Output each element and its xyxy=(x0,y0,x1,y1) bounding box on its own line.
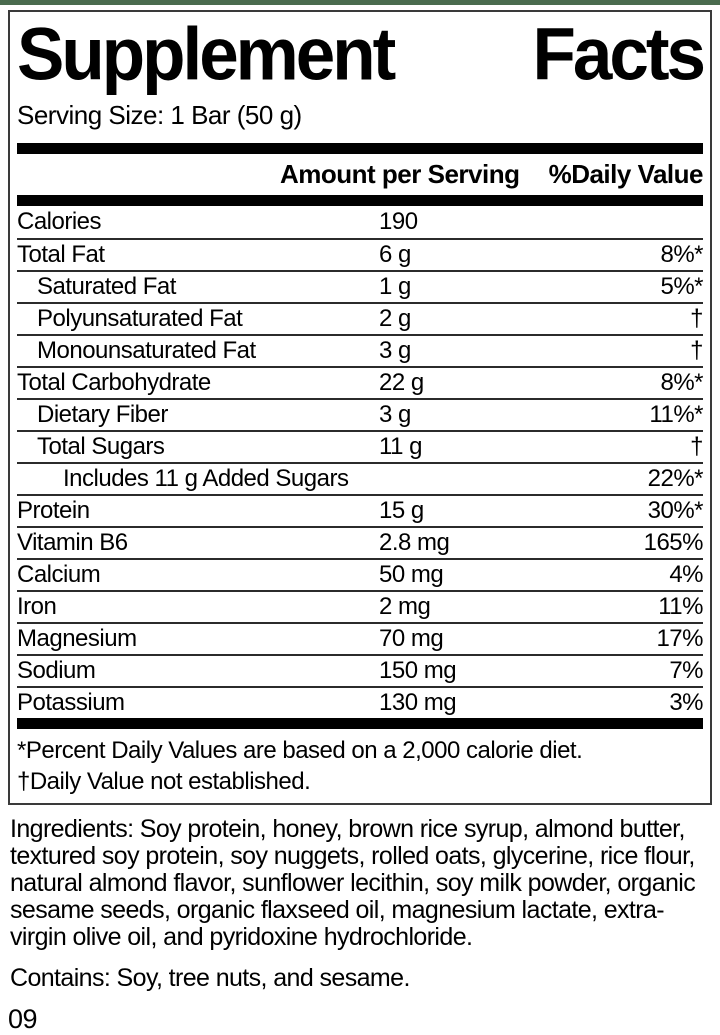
amount-per-serving-header: Amount per Serving xyxy=(280,159,520,190)
table-row: Dietary Fiber 3 g 11%* xyxy=(17,398,703,430)
row-amount: 70 mg xyxy=(379,625,444,653)
row-amount: 1 g xyxy=(379,273,411,301)
row-amount: 3 g xyxy=(379,337,411,365)
table-row: Potassium 130 mg 3% xyxy=(17,686,703,718)
footnote-dagger: †Daily Value not established. xyxy=(17,768,311,796)
divider-bar-bottom xyxy=(17,718,703,730)
row-daily-value: † xyxy=(690,305,703,333)
row-amount: 11 g xyxy=(379,433,422,461)
row-daily-value: † xyxy=(690,433,703,461)
supplement-facts-panel: Supplement Facts Serving Size: 1 Bar (50… xyxy=(8,10,712,806)
row-name: Total Sugars xyxy=(37,433,165,461)
row-amount: 22 g xyxy=(379,369,424,397)
row-name: Magnesium xyxy=(17,625,137,653)
row-daily-value: † xyxy=(690,337,703,365)
row-name: Iron xyxy=(17,593,57,621)
row-name: Includes 11 g Added Sugars xyxy=(63,465,349,493)
table-row: Vitamin B6 2.8 mg 165% xyxy=(17,526,704,558)
row-name: Dietary Fiber xyxy=(37,401,168,429)
row-amount: 2 g xyxy=(379,305,411,333)
row-name: Calcium xyxy=(17,561,101,589)
row-amount: 130 mg xyxy=(379,689,457,717)
panel-title: Supplement Facts xyxy=(15,12,706,97)
table-row: Iron 2 mg 11% xyxy=(17,590,703,622)
row-amount: 50 mg xyxy=(379,561,444,589)
row-name: Potassium xyxy=(17,689,125,717)
table-row: Sodium 150 mg 7% xyxy=(17,654,703,686)
row-name: Total Carbohydrate xyxy=(17,369,211,397)
row-name: Polyunsaturated Fat xyxy=(37,305,243,333)
row-daily-value: 7% xyxy=(669,657,703,685)
row-daily-value: 8%* xyxy=(660,369,703,397)
row-name: Total Fat xyxy=(17,241,105,269)
row-name: Saturated Fat xyxy=(37,273,176,301)
table-row: Monounsaturated Fat 3 g † xyxy=(17,334,703,366)
table-row: Includes 11 g Added Sugars 22%* xyxy=(17,462,704,494)
table-row: Magnesium 70 mg 17% xyxy=(17,622,703,654)
table-row: Calories 190 xyxy=(17,206,703,238)
row-amount: 2 mg xyxy=(379,593,431,621)
row-daily-value: 5%* xyxy=(660,273,703,301)
row-name: Calories xyxy=(17,208,102,236)
facts-rows: Calories 190 Total Fat 6 g 8%* Saturated Fat 1… xyxy=(15,206,705,718)
row-name: Sodium xyxy=(17,657,96,685)
allergen-contains-text: Contains: Soy, tree nuts, and sesame. xyxy=(10,964,410,993)
ingredients-text: Ingredients: Soy protein, honey, brown r… xyxy=(10,815,696,952)
row-name: Protein xyxy=(17,497,90,525)
row-name: Monounsaturated Fat xyxy=(37,337,256,365)
row-daily-value: 4% xyxy=(669,561,703,589)
footer-code: 09 xyxy=(8,1004,38,1035)
row-amount: 3 g xyxy=(379,401,411,429)
column-header-row: Amount per Serving %Daily Value xyxy=(15,154,705,195)
row-daily-value: 11% xyxy=(658,593,703,621)
table-row: Total Carbohydrate 22 g 8%* xyxy=(17,366,703,398)
row-daily-value: 3% xyxy=(669,689,703,717)
row-daily-value: 17% xyxy=(656,625,703,653)
serving-size-text: Serving Size: 1 Bar (50 g) xyxy=(17,100,302,131)
panel-title-word-supplement: Supplement xyxy=(17,14,396,97)
row-amount: 15 g xyxy=(379,497,424,525)
row-daily-value: 8%* xyxy=(660,241,703,269)
footnotes: *Percent Daily Values are based on a 2,0… xyxy=(15,729,705,799)
row-amount: 6 g xyxy=(379,241,411,269)
daily-value-header: %Daily Value xyxy=(548,159,704,190)
row-daily-value: 30%* xyxy=(647,497,704,525)
brand-color-strip xyxy=(0,0,720,5)
row-name: Vitamin B6 xyxy=(17,529,128,557)
row-daily-value: 11%* xyxy=(649,401,703,429)
divider-bar-top xyxy=(17,143,703,155)
footnote-percent-dv: *Percent Daily Values are based on a 2,0… xyxy=(17,737,583,765)
row-daily-value: 165% xyxy=(643,529,704,557)
row-amount: 150 mg xyxy=(379,657,457,685)
row-amount: 2.8 mg xyxy=(379,529,450,557)
table-row: Calcium 50 mg 4% xyxy=(17,558,703,590)
row-daily-value: 22%* xyxy=(647,465,704,493)
table-row: Polyunsaturated Fat 2 g † xyxy=(17,302,703,334)
table-row: Total Fat 6 g 8%* xyxy=(17,238,703,270)
divider-bar-header xyxy=(17,195,703,207)
panel-title-word-facts: Facts xyxy=(532,14,706,97)
table-row: Saturated Fat 1 g 5%* xyxy=(17,270,703,302)
row-amount: 190 xyxy=(379,208,418,236)
table-row: Total Sugars 11 g † xyxy=(17,430,703,462)
table-row: Protein 15 g 30%* xyxy=(17,494,704,526)
